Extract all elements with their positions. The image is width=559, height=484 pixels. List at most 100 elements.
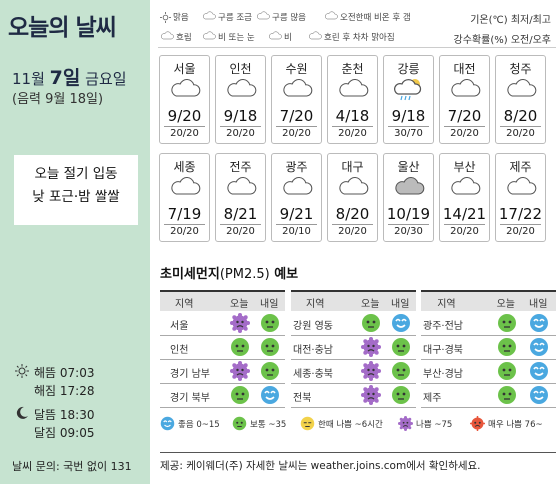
dust-row: 제주 bbox=[421, 383, 556, 408]
today-level bbox=[361, 313, 381, 336]
dust-table-header: 지역 오늘 내일 bbox=[421, 290, 556, 311]
region-name: 대구·경북 bbox=[423, 345, 463, 356]
dust-row: 경기 북부 bbox=[160, 383, 285, 408]
temperature: 9/18 bbox=[223, 107, 258, 125]
dust-table-header: 지역 오늘 내일 bbox=[291, 290, 416, 311]
region-name: 전북 bbox=[293, 393, 312, 404]
legend-label: 흐림 bbox=[176, 33, 192, 43]
region-name: 경기 북부 bbox=[170, 393, 210, 404]
legend-item: 구름 조금 bbox=[202, 11, 252, 23]
city-card-세종: 세종 7/19 20/20 bbox=[159, 153, 210, 242]
today-level bbox=[361, 361, 381, 384]
normal-face-icon bbox=[497, 386, 516, 404]
legend-item: 흐림 bbox=[160, 31, 192, 43]
left-panel: 오늘의 날씨 11월 7일 금요일 (음력 9월 18일) 오늘 절기 입동 낮… bbox=[0, 0, 150, 484]
city-name: 서울 bbox=[173, 62, 196, 76]
normal-face-icon bbox=[261, 338, 279, 356]
city-name: 울산 bbox=[397, 160, 420, 174]
normal-face-icon bbox=[497, 314, 516, 332]
divider bbox=[158, 47, 556, 48]
city-name: 춘천 bbox=[341, 62, 364, 76]
cloudy-icon bbox=[496, 176, 545, 196]
good-face-icon bbox=[392, 314, 410, 332]
good-face-icon bbox=[530, 338, 548, 356]
region-name: 경기 남부 bbox=[170, 369, 210, 380]
temperature: 17/22 bbox=[498, 205, 543, 223]
rain-chance: 20/20 bbox=[338, 226, 367, 237]
cloudy-icon bbox=[328, 176, 377, 196]
dust-row: 광주·전남 bbox=[421, 311, 556, 336]
weekday: 금요일 bbox=[85, 70, 127, 88]
cloudy-icon bbox=[160, 176, 209, 196]
normal-face-icon bbox=[392, 362, 410, 380]
inquiry: 날씨 문의: 국번 없이 131 bbox=[12, 460, 132, 473]
cloud-icon bbox=[324, 11, 340, 23]
city-name: 수원 bbox=[285, 62, 308, 76]
legend-label: 구름 많음 bbox=[272, 13, 306, 23]
dust-row: 대구·경북 bbox=[421, 335, 556, 360]
cloud-icon bbox=[308, 31, 324, 43]
rain-chance: 20/20 bbox=[170, 226, 199, 237]
region-name: 부산·경남 bbox=[423, 369, 463, 380]
city-card-전주: 전주 8/21 20/20 bbox=[215, 153, 266, 242]
city-name: 부산 bbox=[453, 160, 476, 174]
city-card-울산: 울산 10/19 20/30 bbox=[383, 153, 434, 242]
temperature: 9/21 bbox=[279, 205, 314, 223]
bad-face-icon bbox=[398, 416, 413, 431]
region-name: 서울 bbox=[170, 321, 189, 332]
normal-face-icon bbox=[231, 386, 249, 404]
region-name: 인천 bbox=[170, 345, 189, 356]
rain-chance: 20/20 bbox=[282, 128, 311, 139]
legend-label: 맑음 bbox=[173, 13, 189, 23]
city-card-강릉: 강릉 9/18 30/70 bbox=[383, 55, 434, 144]
city-card-인천: 인천 9/18 20/20 bbox=[215, 55, 266, 144]
dust-row: 대전·충남 bbox=[291, 335, 416, 360]
today-level bbox=[230, 313, 250, 336]
city-card-광주: 광주 9/21 20/10 bbox=[271, 153, 322, 242]
month: 11월 bbox=[12, 70, 45, 88]
dust-legend-item: 한때 나쁨 ~6시간 bbox=[300, 416, 383, 431]
cloud-icon bbox=[202, 31, 218, 43]
today-level bbox=[230, 337, 250, 360]
bad-face-icon bbox=[230, 361, 250, 381]
normal-face-icon bbox=[392, 386, 410, 404]
cloudy-icon bbox=[272, 78, 321, 98]
dust-legend-item: 나쁨 ~75 bbox=[398, 416, 452, 431]
dust-legend-label: 좋음 0~15 bbox=[178, 419, 220, 430]
rain-chance: 20/20 bbox=[450, 128, 479, 139]
normal-face-icon bbox=[231, 338, 249, 356]
rain-chance: 20/20 bbox=[506, 128, 535, 139]
rain-chance: 20/20 bbox=[226, 128, 255, 139]
rain-unit: 강수확률(%) 오전/오후 bbox=[453, 35, 551, 46]
dust-legend-item: 보통 ~35 bbox=[232, 416, 286, 431]
cloudy-icon bbox=[216, 176, 265, 196]
day: 7일 bbox=[49, 67, 81, 89]
legend-item: 비 bbox=[268, 31, 292, 43]
tomorrow-level bbox=[391, 385, 411, 408]
cloudy-icon bbox=[496, 78, 545, 98]
cloudy-icon bbox=[272, 176, 321, 196]
region-name: 광주·전남 bbox=[423, 321, 463, 332]
temperature: 9/20 bbox=[167, 107, 202, 125]
city-name: 강릉 bbox=[397, 62, 420, 76]
cloud-icon bbox=[202, 11, 218, 23]
tomorrow-level bbox=[391, 337, 411, 360]
lunar-date: (음력 9월 18일) bbox=[12, 92, 104, 107]
city-name: 대전 bbox=[453, 62, 476, 76]
normal-face-icon bbox=[362, 314, 380, 332]
dust-row: 세종·충북 bbox=[291, 359, 416, 384]
temperature: 7/20 bbox=[447, 107, 482, 125]
normal-face-icon bbox=[261, 362, 279, 380]
temperature: 8/20 bbox=[503, 107, 538, 125]
tomorrow-level bbox=[260, 385, 280, 408]
normal-face-icon bbox=[497, 362, 516, 380]
temperature: 8/21 bbox=[223, 205, 258, 223]
tomorrow-level bbox=[529, 361, 549, 384]
moonrise: 달뜸 18:30 bbox=[34, 408, 95, 422]
rain-chance: 20/20 bbox=[170, 128, 199, 139]
city-name: 대구 bbox=[341, 160, 364, 174]
region-name: 제주 bbox=[423, 393, 442, 404]
bad-face-icon bbox=[361, 385, 381, 405]
city-card-춘천: 춘천 4/18 20/20 bbox=[327, 55, 378, 144]
normal-face-icon bbox=[261, 314, 279, 332]
